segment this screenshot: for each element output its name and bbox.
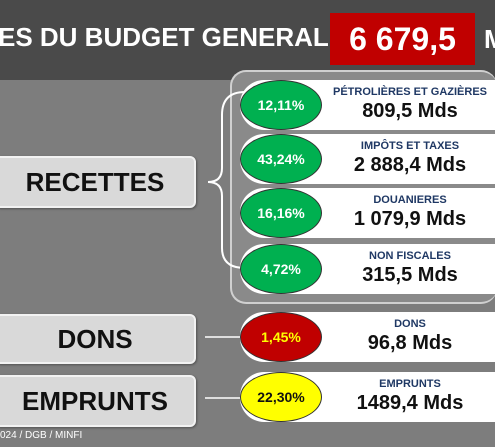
item-label: PÉTROLIÈRES ET GAZIÈRES <box>332 86 488 98</box>
item-label: EMPRUNTS <box>379 378 441 390</box>
item-value: 1 079,9 Mds <box>353 208 467 230</box>
item-value: 315,5 Mds <box>362 264 458 286</box>
percent-badge: 16,16% <box>240 188 322 238</box>
item-label: NON FISCALES <box>369 250 451 262</box>
item-card-petrolieres: 12,11% PÉTROLIÈRES ET GAZIÈRES 809,5 Mds <box>240 80 495 130</box>
percent-badge: 22,30% <box>240 372 322 422</box>
item-value: 96,8 Mds <box>367 332 453 354</box>
percent-badge: 1,45% <box>240 312 322 362</box>
item-label: DOUANIERES <box>373 194 447 206</box>
item-label: IMPÔTS ET TAXES <box>360 140 460 152</box>
recettes-category: RECETTES <box>0 156 196 208</box>
dons-category: DONS <box>0 314 196 364</box>
item-card-non-fiscales: 4,72% NON FISCALES 315,5 Mds <box>240 244 495 294</box>
recettes-brace <box>207 91 246 269</box>
header-bar: ES DU BUDGET GENERAL 6 679,5 M <box>0 0 495 80</box>
page-title: ES DU BUDGET GENERAL <box>0 22 329 52</box>
item-card-impots: 43,24% IMPÔTS ET TAXES 2 888,4 Mds <box>240 134 495 184</box>
percent-badge: 12,11% <box>240 80 322 130</box>
item-value: 809,5 Mds <box>362 100 458 122</box>
item-card-emprunts: 22,30% EMPRUNTS 1489,4 Mds <box>240 372 495 422</box>
emprunts-category: EMPRUNTS <box>0 375 196 427</box>
item-card-dons: 1,45% DONS 96,8 Mds <box>240 312 495 362</box>
percent-badge: 4,72% <box>240 244 322 294</box>
total-unit: M <box>484 24 495 54</box>
item-value: 1489,4 Mds <box>356 392 464 414</box>
percent-badge: 43,24% <box>240 134 322 184</box>
item-card-douanieres: 16,16% DOUANIERES 1 079,9 Mds <box>240 188 495 238</box>
source-footer: 024 / DGB / MINFI <box>0 430 83 441</box>
item-value: 2 888,4 Mds <box>353 154 467 176</box>
item-label: DONS <box>394 318 426 330</box>
total-budget-box: 6 679,5 <box>330 13 475 65</box>
